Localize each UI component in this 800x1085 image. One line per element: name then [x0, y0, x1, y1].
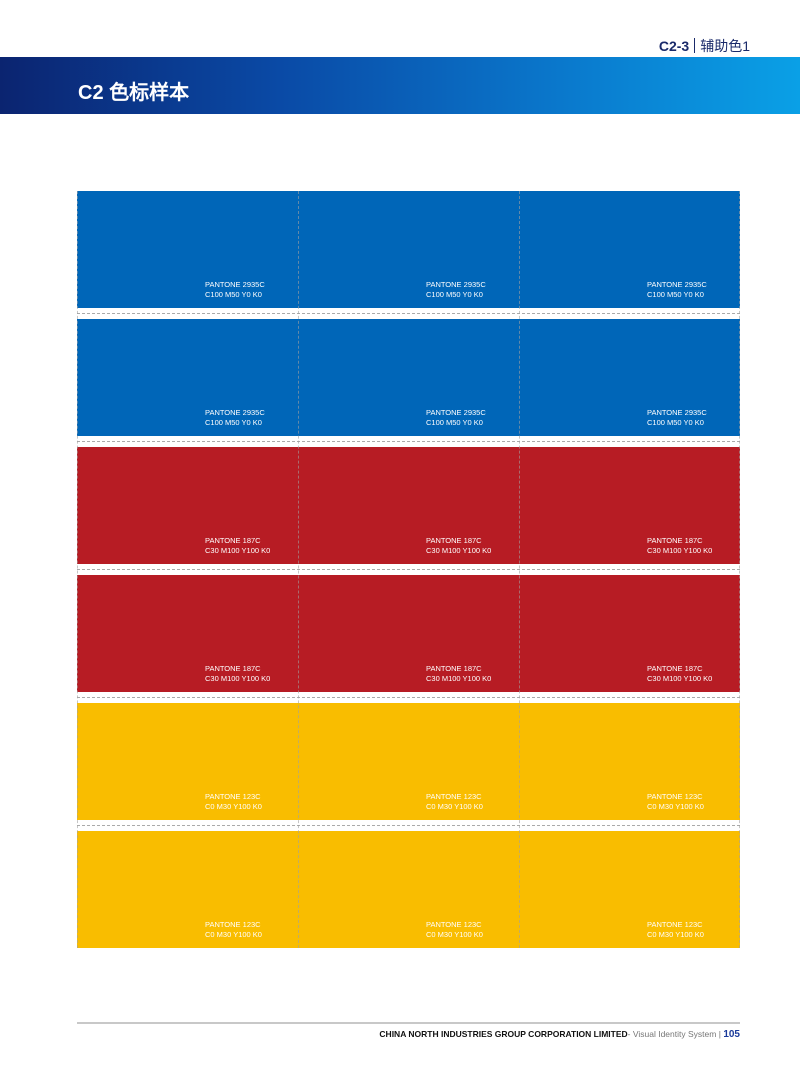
cmyk-value: C100 M50 Y0 K0: [426, 418, 483, 427]
cmyk-value: C100 M50 Y0 K0: [647, 290, 704, 299]
cmyk-value: C0 M30 Y100 K0: [205, 802, 262, 811]
cmyk-value: C100 M50 Y0 K0: [205, 290, 262, 299]
cmyk-value: C30 M100 Y100 K0: [205, 674, 271, 683]
footer-separator: |: [718, 1029, 721, 1039]
color-swatch: PANTONE 2935C C100 M50 Y0 K0: [298, 191, 519, 308]
pantone-code: PANTONE 2935C: [647, 408, 707, 417]
color-swatch: PANTONE 2935C C100 M50 Y0 K0: [298, 319, 519, 436]
pantone-code: PANTONE 187C: [205, 536, 261, 545]
section-code: C2-3: [658, 38, 690, 54]
pantone-code: PANTONE 187C: [426, 536, 482, 545]
section-label: C2-3 辅助色1: [659, 36, 750, 56]
pantone-code: PANTONE 123C: [647, 792, 703, 801]
swatch-label: PANTONE 187C C30 M100 Y100 K0: [205, 536, 270, 556]
cmyk-value: C30 M100 Y100 K0: [426, 674, 492, 683]
pantone-code: PANTONE 187C: [647, 536, 703, 545]
pantone-code: PANTONE 123C: [647, 920, 703, 929]
color-swatch: PANTONE 2935C C100 M50 Y0 K0: [519, 319, 740, 436]
swatch-label: PANTONE 2935C C100 M50 Y0 K0: [426, 280, 486, 300]
footer-divider: [77, 1022, 740, 1024]
cut-line: [77, 697, 740, 698]
cut-line: [77, 825, 740, 826]
cut-line: [77, 191, 78, 948]
swatch-label: PANTONE 2935C C100 M50 Y0 K0: [426, 408, 486, 428]
cmyk-value: C30 M100 Y100 K0: [426, 546, 492, 555]
page-title: C2 色标样本: [78, 82, 190, 104]
swatch-label: PANTONE 187C C30 M100 Y100 K0: [647, 664, 712, 684]
color-swatch: PANTONE 123C C0 M30 Y100 K0: [298, 703, 519, 820]
swatch-label: PANTONE 2935C C100 M50 Y0 K0: [647, 408, 707, 428]
cmyk-value: C30 M100 Y100 K0: [647, 546, 713, 555]
color-swatch: PANTONE 123C C0 M30 Y100 K0: [519, 703, 740, 820]
pantone-code: PANTONE 123C: [205, 920, 261, 929]
cut-line: [77, 441, 740, 442]
cut-line: [298, 191, 299, 948]
cmyk-value: C100 M50 Y0 K0: [205, 418, 262, 427]
pantone-code: PANTONE 187C: [205, 664, 261, 673]
swatch-label: PANTONE 123C C0 M30 Y100 K0: [205, 792, 262, 812]
cut-line: [77, 569, 740, 570]
color-swatch: PANTONE 2935C C100 M50 Y0 K0: [77, 319, 298, 436]
pantone-code: PANTONE 187C: [647, 664, 703, 673]
footer: CHINA NORTH INDUSTRIES GROUP CORPORATION…: [379, 1029, 740, 1040]
pantone-code: PANTONE 187C: [426, 664, 482, 673]
swatch-label: PANTONE 2935C C100 M50 Y0 K0: [205, 280, 265, 300]
footer-company: CHINA NORTH INDUSTRIES GROUP CORPORATION…: [379, 1029, 628, 1039]
pantone-code: PANTONE 2935C: [426, 280, 486, 289]
swatch-label: PANTONE 2935C C100 M50 Y0 K0: [647, 280, 707, 300]
color-swatch: PANTONE 187C C30 M100 Y100 K0: [77, 447, 298, 564]
pantone-code: PANTONE 2935C: [647, 280, 707, 289]
pantone-code: PANTONE 2935C: [426, 408, 486, 417]
color-swatch: PANTONE 2935C C100 M50 Y0 K0: [77, 191, 298, 308]
cut-line: [519, 191, 520, 948]
cmyk-value: C100 M50 Y0 K0: [426, 290, 483, 299]
color-swatch: PANTONE 2935C C100 M50 Y0 K0: [519, 191, 740, 308]
swatch-label: PANTONE 123C C0 M30 Y100 K0: [205, 920, 262, 940]
cmyk-value: C0 M30 Y100 K0: [647, 930, 704, 939]
cmyk-value: C0 M30 Y100 K0: [426, 930, 483, 939]
pantone-code: PANTONE 2935C: [205, 280, 265, 289]
swatch-label: PANTONE 2935C C100 M50 Y0 K0: [205, 408, 265, 428]
swatch-label: PANTONE 123C C0 M30 Y100 K0: [647, 920, 704, 940]
cmyk-value: C0 M30 Y100 K0: [426, 802, 483, 811]
color-swatch: PANTONE 187C C30 M100 Y100 K0: [519, 447, 740, 564]
cut-line: [739, 191, 740, 948]
swatch-label: PANTONE 187C C30 M100 Y100 K0: [426, 536, 491, 556]
color-swatch: PANTONE 123C C0 M30 Y100 K0: [519, 831, 740, 948]
color-swatch: PANTONE 123C C0 M30 Y100 K0: [298, 831, 519, 948]
page-number: 105: [723, 1029, 740, 1040]
swatch-grid: PANTONE 2935C C100 M50 Y0 K0 PANTONE 2935C…: [77, 191, 740, 948]
pantone-code: PANTONE 123C: [426, 920, 482, 929]
swatch-label: PANTONE 123C C0 M30 Y100 K0: [426, 920, 483, 940]
color-swatch: PANTONE 123C C0 M30 Y100 K0: [77, 831, 298, 948]
swatch-label: PANTONE 187C C30 M100 Y100 K0: [647, 536, 712, 556]
section-name: 辅助色1: [700, 38, 750, 54]
swatch-label: PANTONE 123C C0 M30 Y100 K0: [426, 792, 483, 812]
cmyk-value: C0 M30 Y100 K0: [205, 930, 262, 939]
color-swatch: PANTONE 187C C30 M100 Y100 K0: [298, 575, 519, 692]
cmyk-value: C0 M30 Y100 K0: [647, 802, 704, 811]
cut-line: [77, 313, 740, 314]
cmyk-value: C30 M100 Y100 K0: [647, 674, 713, 683]
color-swatch: PANTONE 123C C0 M30 Y100 K0: [77, 703, 298, 820]
header-band: C2 色标样本: [0, 57, 800, 114]
swatch-label: PANTONE 187C C30 M100 Y100 K0: [205, 664, 270, 684]
pantone-code: PANTONE 123C: [426, 792, 482, 801]
color-swatch: PANTONE 187C C30 M100 Y100 K0: [519, 575, 740, 692]
color-swatch: PANTONE 187C C30 M100 Y100 K0: [77, 575, 298, 692]
cmyk-value: C30 M100 Y100 K0: [205, 546, 271, 555]
pantone-code: PANTONE 2935C: [205, 408, 265, 417]
divider: [694, 38, 696, 53]
swatch-label: PANTONE 187C C30 M100 Y100 K0: [426, 664, 491, 684]
pantone-code: PANTONE 123C: [205, 792, 261, 801]
cmyk-value: C100 M50 Y0 K0: [647, 418, 704, 427]
footer-system: - Visual Identity System: [627, 1029, 717, 1039]
color-swatch: PANTONE 187C C30 M100 Y100 K0: [298, 447, 519, 564]
swatch-label: PANTONE 123C C0 M30 Y100 K0: [647, 792, 704, 812]
